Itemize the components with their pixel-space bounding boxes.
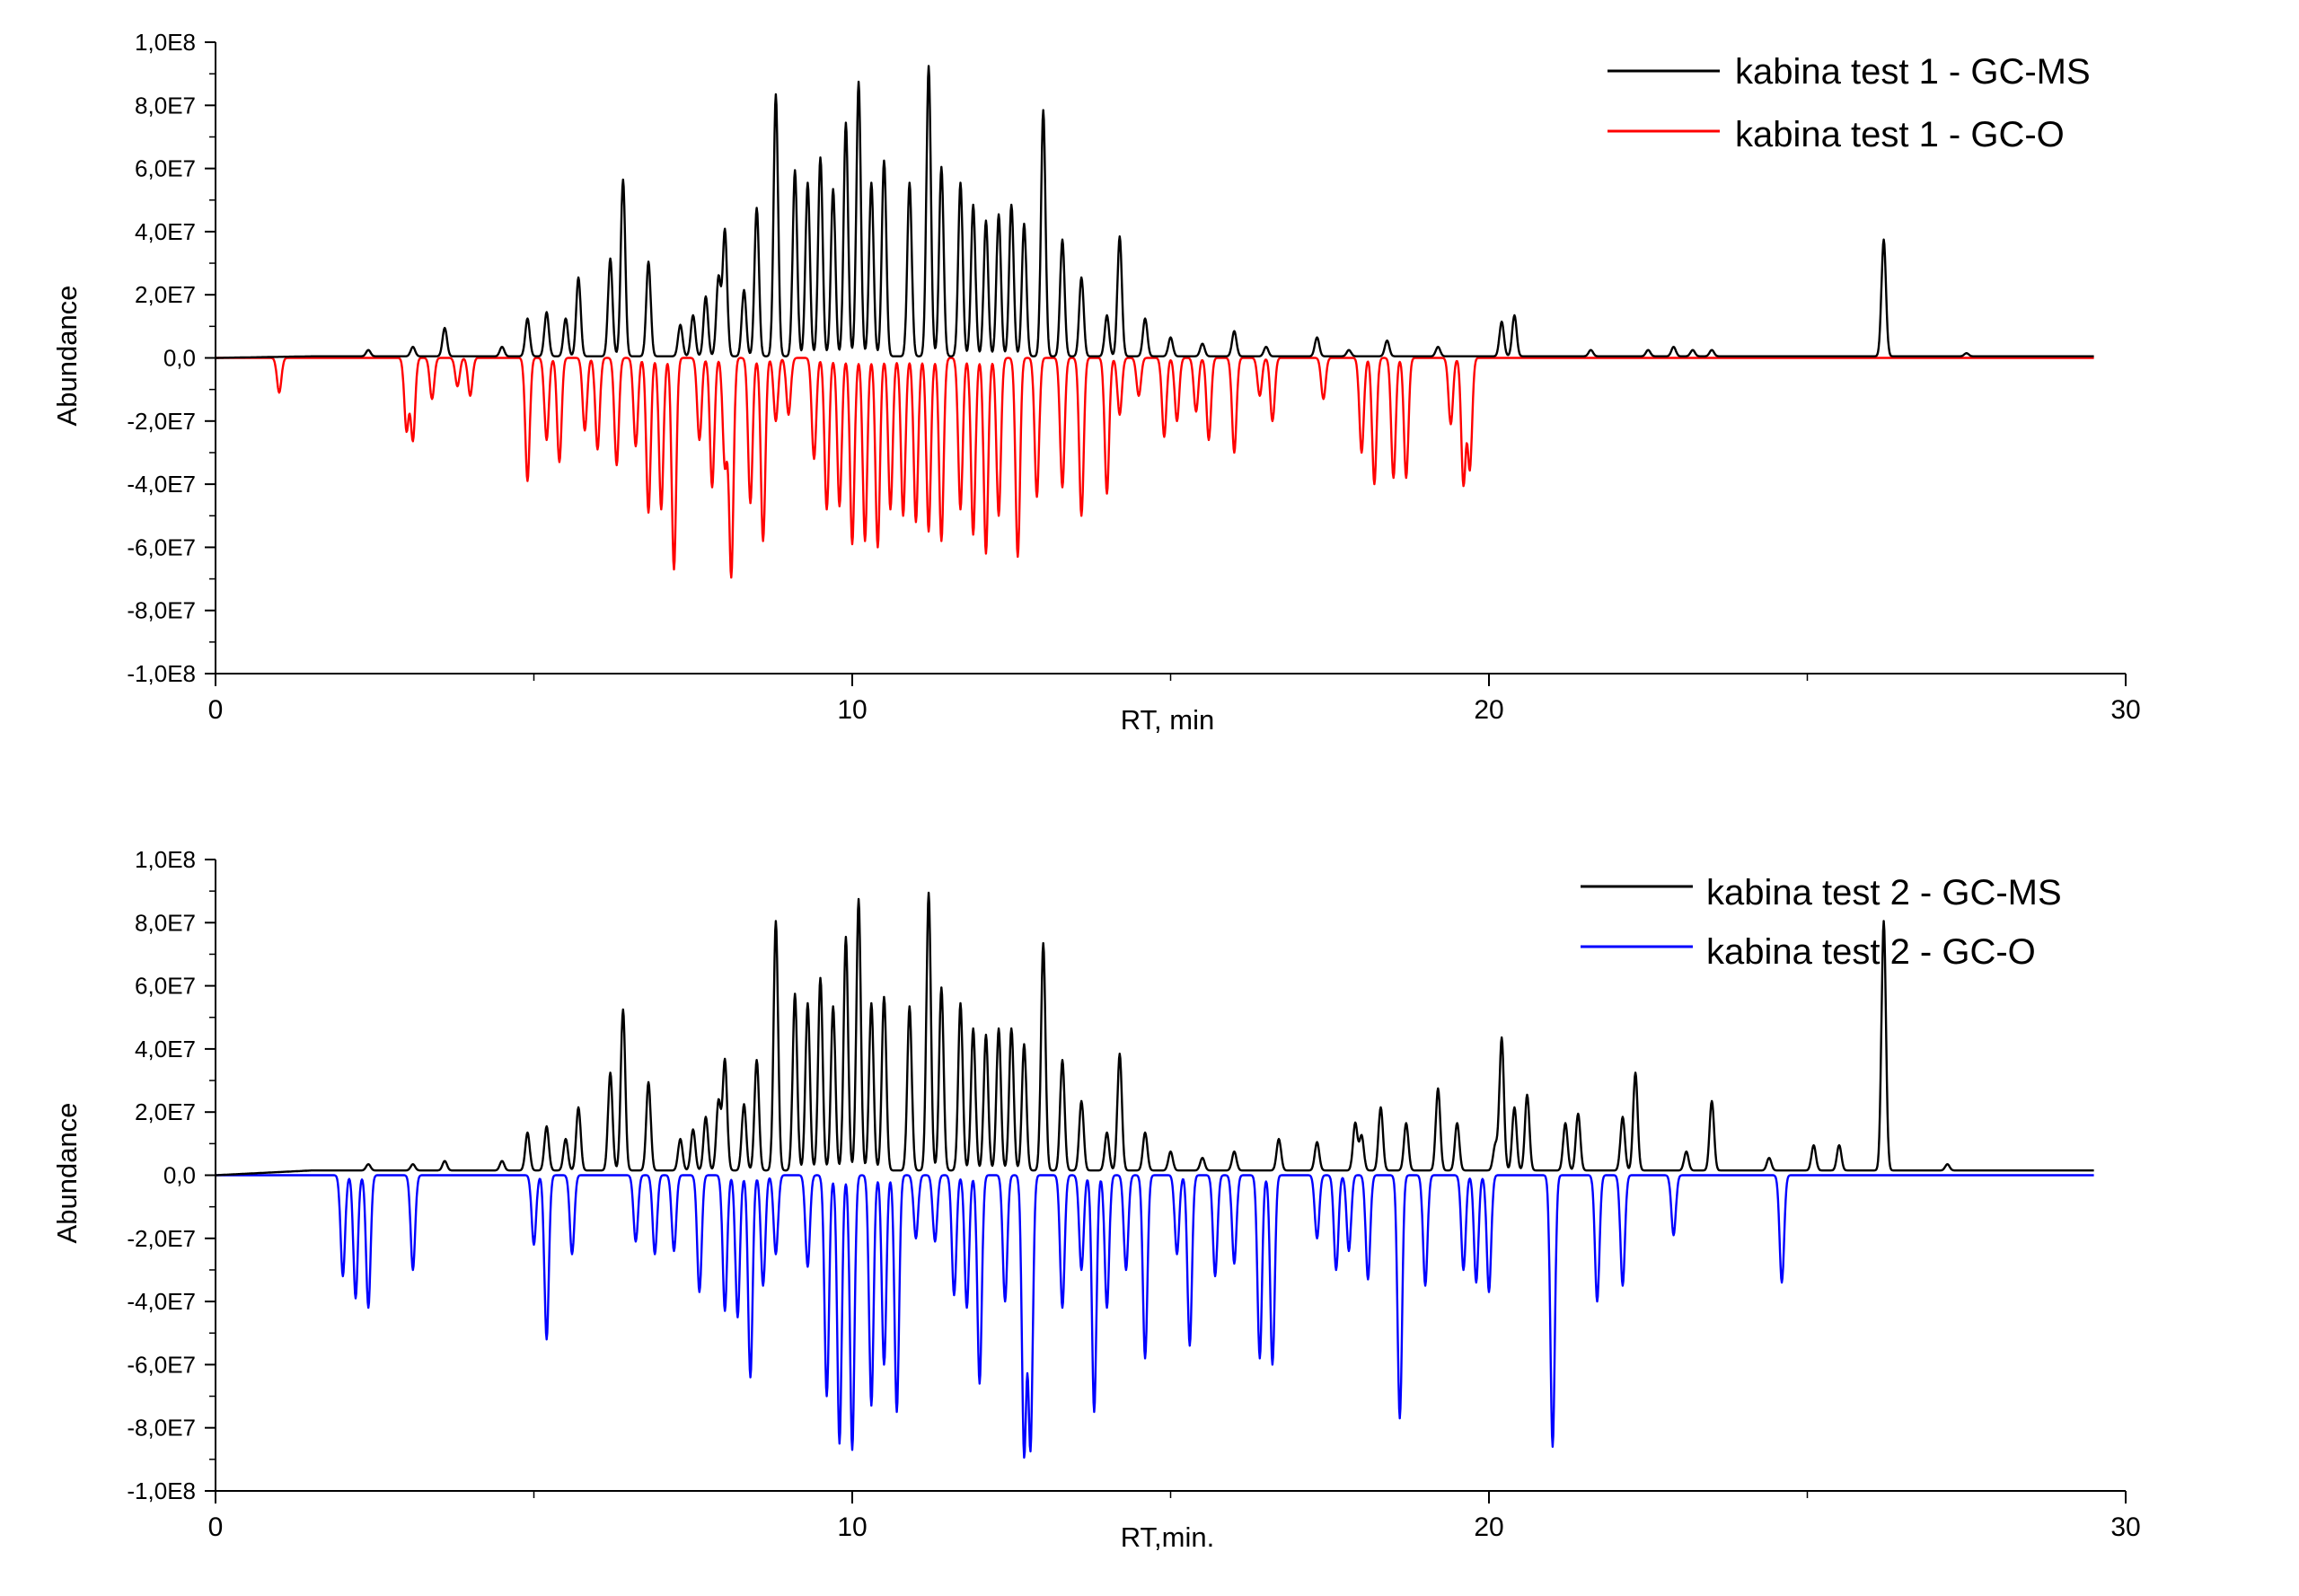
chart-panel-test-2: 1,0E8 8,0E7 6,0E7 4,0E7 2,0E7 0,0 -2,0E7 -4,0E7… <box>51 846 2141 1553</box>
x-tick-label: 20 <box>1474 1512 1503 1542</box>
y-tick-label: 2,0E7 <box>135 1098 196 1125</box>
y-tick-label: -1,0E8 <box>127 660 196 687</box>
y-tick-label: 8,0E7 <box>135 909 196 936</box>
trace-kabina-test-2-gc-ms <box>215 891 2094 1177</box>
y-tick-label: -8,0E7 <box>127 1415 196 1442</box>
legend-label-gcms: kabina test 2 - GC-MS <box>1706 873 2062 913</box>
y-axis-title: Abundance <box>51 286 83 427</box>
y-tick-label: 0,0 <box>163 345 196 372</box>
y-tick-label: -8,0E7 <box>127 597 196 624</box>
y-tick-label: -6,0E7 <box>127 533 196 560</box>
legend-label-gco: kabina test 2 - GC-O <box>1706 932 2036 972</box>
x-tick-label: 10 <box>837 695 867 725</box>
x-axis-title: RT,min. <box>1121 1521 1215 1553</box>
x-tick-label: 30 <box>2110 695 2140 725</box>
axes: 1,0E8 8,0E7 6,0E7 4,0E7 2,0E7 0,0 -2,0E7 -4,0E7… <box>127 29 2140 725</box>
trace-kabina-test-1-gc-ms <box>215 65 2094 359</box>
y-tick-label: -2,0E7 <box>127 1225 196 1252</box>
y-axis-title: Abundance <box>51 1103 83 1244</box>
y-tick-label: -4,0E7 <box>127 471 196 498</box>
legend: kabina test 1 - GC-MS kabina test 1 - GC… <box>1608 52 2091 154</box>
x-tick-label: 30 <box>2110 1512 2140 1542</box>
y-tick-label: 8,0E7 <box>135 92 196 119</box>
y-tick-label: 0,0 <box>163 1162 196 1189</box>
x-axis-title: RT, min <box>1121 704 1215 736</box>
chart-panel-test-1: 1,0E8 8,0E7 6,0E7 4,0E7 2,0E7 0,0 -2,0E7 -4,0E7… <box>51 29 2141 736</box>
y-tick-label: 2,0E7 <box>135 281 196 308</box>
x-tick-label: 0 <box>208 695 224 725</box>
y-tick-label: -1,0E8 <box>127 1477 196 1504</box>
legend-label-gco: kabina test 1 - GC-O <box>1735 115 2065 154</box>
y-tick-label: -4,0E7 <box>127 1288 196 1315</box>
axes: 1,0E8 8,0E7 6,0E7 4,0E7 2,0E7 0,0 -2,0E7 -4,0E7… <box>127 846 2140 1542</box>
y-tick-label: -6,0E7 <box>127 1351 196 1378</box>
plot-area <box>215 65 2094 579</box>
y-tick-label: 1,0E8 <box>135 846 196 873</box>
y-tick-label: 6,0E7 <box>135 155 196 182</box>
x-tick-label: 20 <box>1474 695 1503 725</box>
y-tick-label: -2,0E7 <box>127 408 196 435</box>
x-tick-label: 10 <box>837 1512 867 1542</box>
y-tick-label: 6,0E7 <box>135 973 196 1000</box>
trace-kabina-test-2-gc-o <box>215 1174 2094 1459</box>
legend-label-gcms: kabina test 1 - GC-MS <box>1735 52 2091 92</box>
trace-kabina-test-1-gc-o <box>215 357 2094 579</box>
x-tick-label: 0 <box>208 1512 224 1542</box>
y-tick-label: 4,0E7 <box>135 1036 196 1063</box>
plot-area <box>215 891 2094 1459</box>
y-tick-label: 1,0E8 <box>135 29 196 56</box>
legend: kabina test 2 - GC-MS kabina test 2 - GC… <box>1581 873 2062 972</box>
y-tick-label: 4,0E7 <box>135 218 196 245</box>
